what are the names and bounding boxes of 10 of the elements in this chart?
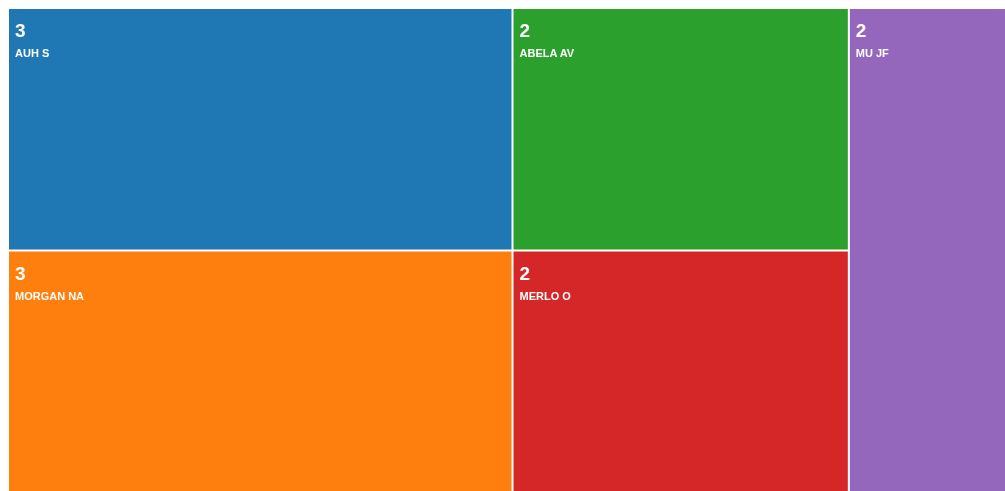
data-label: 2 [519,262,531,284]
data-label: 3 [15,20,26,41]
data-label: 2 [519,20,531,41]
category-label: MERLO O [519,289,572,302]
category-label: MU JF [855,47,890,59]
category-label: ABELA AV [519,47,575,59]
category-label: MORGAN NA [15,289,85,302]
category-label: AUH S [15,47,50,59]
data-label: 3 [15,262,26,284]
data-label: 2 [855,20,867,41]
